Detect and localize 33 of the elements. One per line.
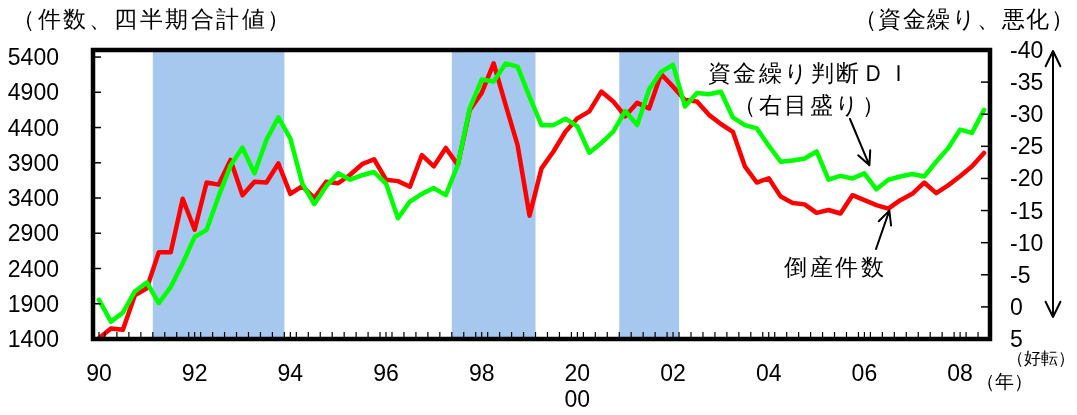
- y2tick-label: -5: [1010, 261, 1031, 288]
- y2tick-label: -30: [1010, 101, 1044, 128]
- ytick-label: 1400: [7, 326, 59, 352]
- y2tick-label: 5: [1010, 326, 1023, 352]
- annotation: （好転）: [1007, 349, 1075, 368]
- y2tick-label: -40: [1010, 37, 1044, 63]
- xtick-label: 06: [851, 360, 878, 386]
- ytick-label: 4400: [7, 114, 59, 141]
- ytick-label: 3400: [7, 185, 59, 211]
- xtick-label: 96: [373, 360, 399, 386]
- xtick-label: 02: [660, 360, 686, 386]
- xtick-label: 98: [468, 360, 495, 386]
- xlabel: （年）: [976, 371, 1033, 392]
- y2tick-label: -25: [1010, 133, 1044, 160]
- xtick-label: 94: [277, 360, 304, 386]
- ytick-label: 1900: [7, 290, 59, 317]
- y2tick-label: -35: [1010, 69, 1044, 96]
- ytick-label: 4900: [7, 79, 59, 106]
- ytick-label: 5400: [7, 44, 59, 71]
- xtick-label: 08: [947, 360, 973, 386]
- y2tick-label: -10: [1010, 229, 1044, 256]
- ytick-label: 3900: [7, 149, 59, 176]
- ytick-label: 2900: [7, 220, 59, 247]
- y2tick-label: -15: [1010, 197, 1044, 224]
- ytick-label: 2400: [7, 255, 59, 282]
- y2label: （資金繰り、悪化）: [853, 6, 1075, 32]
- xtick-label: 20 00: [564, 360, 591, 412]
- y2tick-label: 0: [1010, 293, 1023, 320]
- ylabel: （件数、四半期合計値）: [12, 6, 293, 32]
- y2tick-label: -20: [1010, 165, 1044, 192]
- xtick-label: 90: [86, 360, 112, 386]
- xtick-label: 92: [181, 360, 208, 386]
- xtick-label: 04: [755, 360, 782, 386]
